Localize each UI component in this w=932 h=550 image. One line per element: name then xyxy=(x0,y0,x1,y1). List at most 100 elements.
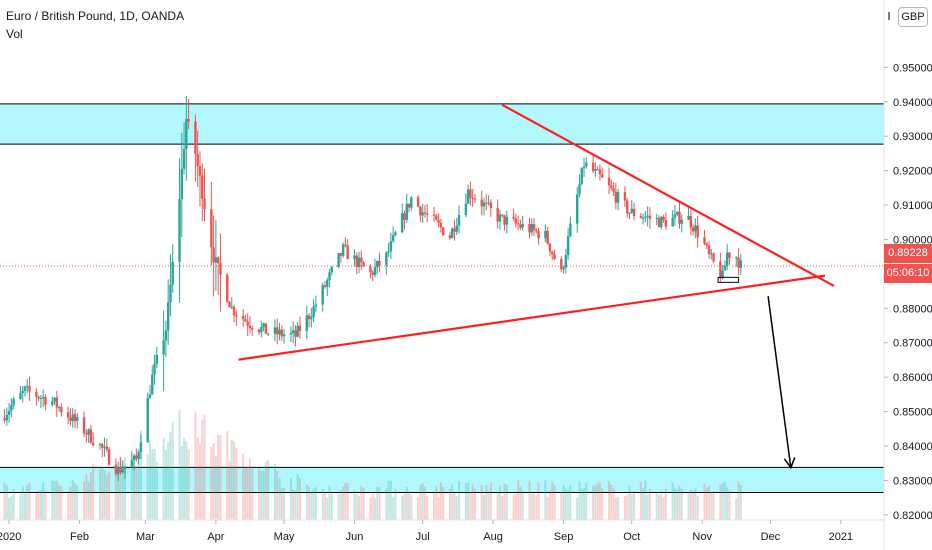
volume-bar-207 xyxy=(660,490,663,520)
volume-bar-52 xyxy=(167,441,170,520)
candle-body-171 xyxy=(546,230,549,244)
candle-body-91 xyxy=(291,330,295,334)
candle-body-199 xyxy=(632,208,636,216)
candle-body-205 xyxy=(655,218,658,220)
candle-body-70 xyxy=(226,274,229,302)
candle-body-180 xyxy=(576,194,579,224)
volume-bar-228 xyxy=(726,487,729,520)
volume-bar-70 xyxy=(226,431,229,520)
volume-bar-110 xyxy=(353,490,356,520)
x-tick-label-8: Sep xyxy=(554,531,574,543)
volume-bar-218 xyxy=(694,488,697,520)
volume-bar-222 xyxy=(708,485,711,520)
volume-bar-120 xyxy=(385,488,388,520)
volume-bar-46 xyxy=(148,439,151,520)
candle-body-169 xyxy=(537,231,540,239)
volume-bar-183 xyxy=(583,488,586,520)
volume-bar-224 xyxy=(712,490,715,520)
candle-body-4 xyxy=(12,399,15,406)
candle-body-51 xyxy=(164,330,168,341)
volume-bar-172 xyxy=(548,490,551,520)
volume-bar-75 xyxy=(242,453,245,520)
y-tick-label-3: 0.85000 xyxy=(893,407,932,419)
candle-body-204 xyxy=(648,215,652,219)
candle-body-203 xyxy=(646,215,649,217)
candle-body-79 xyxy=(251,328,254,330)
candle-body-15 xyxy=(51,401,54,405)
candle-body-21 xyxy=(69,417,72,421)
volume-bar-61 xyxy=(196,436,199,520)
volume-bar-38 xyxy=(121,462,124,520)
volume-bar-142 xyxy=(453,493,456,520)
volume-bar-69 xyxy=(219,435,222,520)
candle-body-57 xyxy=(182,148,186,169)
candle-body-181 xyxy=(578,184,581,195)
candle-body-191 xyxy=(610,185,613,189)
volume-bar-43 xyxy=(137,455,140,520)
volume-bar-199 xyxy=(633,490,636,520)
volume-bar-109 xyxy=(346,482,349,520)
candle-body-209 xyxy=(664,219,668,227)
candle-body-0 xyxy=(3,418,6,421)
candle-body-89 xyxy=(282,334,286,337)
volume-bar-203 xyxy=(646,494,649,520)
candle-body-187 xyxy=(596,169,599,171)
volume-bar-34 xyxy=(108,471,111,520)
candle-body-109 xyxy=(346,245,349,260)
volume-bar-137 xyxy=(437,497,440,520)
volume-bar-152 xyxy=(485,484,488,520)
candle-body-34 xyxy=(107,449,111,465)
volume-bar-177 xyxy=(564,488,567,520)
candle-body-228 xyxy=(725,252,729,266)
candle-body-101 xyxy=(323,285,327,287)
candle-body-81 xyxy=(260,326,263,333)
candle-body-18 xyxy=(57,407,61,409)
x-axis[interactable]: 2020 Feb Mar Apr May Jun Jul Aug Sep Oct Nov Dec 202… xyxy=(0,519,884,543)
candle-body-54 xyxy=(171,261,174,285)
candle-body-190 xyxy=(607,177,611,186)
volume-bar-103 xyxy=(328,485,331,520)
volume-bar-31 xyxy=(101,466,104,520)
volume-bar-200 xyxy=(639,481,642,520)
candle-body-85 xyxy=(273,327,277,334)
volume-bar-219 xyxy=(696,495,699,520)
candle-body-124 xyxy=(394,232,397,236)
volume-bar-167 xyxy=(533,492,536,520)
volume-bar-22 xyxy=(71,480,74,520)
candle-body-150 xyxy=(480,199,483,207)
volume-bar-175 xyxy=(560,491,563,520)
candle-body-115 xyxy=(369,266,372,273)
volume-bar-117 xyxy=(373,497,376,520)
volume-bar-160 xyxy=(512,494,515,520)
volume-bar-7 xyxy=(23,493,26,520)
candle-body-98 xyxy=(312,306,315,318)
volume-bar-213 xyxy=(678,486,681,520)
volume-bar-78 xyxy=(248,458,251,520)
volume-bar-165 xyxy=(528,480,531,520)
volume-bar-178 xyxy=(567,489,570,520)
candle-body-218 xyxy=(694,225,697,232)
candle-body-67 xyxy=(214,257,218,263)
candle-body-68 xyxy=(216,257,220,264)
candle-body-47 xyxy=(151,374,154,395)
volume-bar-191 xyxy=(610,484,613,520)
volume-bar-63 xyxy=(201,419,204,520)
candle-body-221 xyxy=(705,243,708,246)
candle-body-65 xyxy=(210,209,213,248)
volume-bar-44 xyxy=(139,430,142,520)
candle-body-132 xyxy=(421,212,424,216)
volume-bar-198 xyxy=(630,494,633,520)
candle-body-72 xyxy=(230,306,233,308)
candle-body-104 xyxy=(330,267,333,273)
volume-bar-95 xyxy=(305,484,308,520)
x-tick-label-9: Oct xyxy=(623,531,640,543)
trendline-0 xyxy=(238,274,826,361)
volume-bar-126 xyxy=(403,493,406,520)
y-tick-label-1: 0.83000 xyxy=(893,475,932,487)
candle-body-74 xyxy=(235,315,238,317)
candle-body-38 xyxy=(121,469,124,473)
volume-bar-91 xyxy=(292,489,295,520)
candle-body-129 xyxy=(410,197,413,208)
currency-button[interactable]: GBP xyxy=(898,7,928,27)
